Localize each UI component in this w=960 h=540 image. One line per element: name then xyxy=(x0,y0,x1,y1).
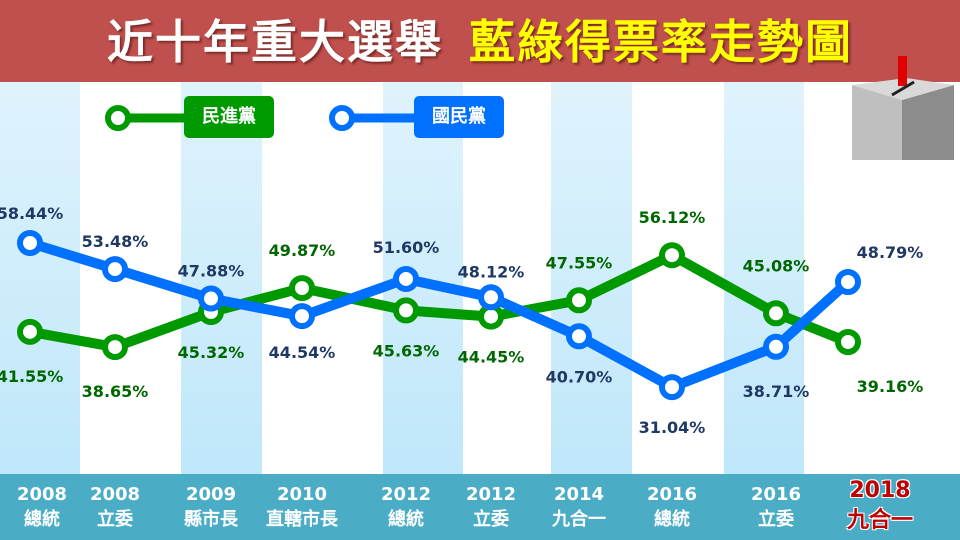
kmt-line xyxy=(28,238,852,393)
tick-year: 2012 xyxy=(380,484,432,505)
kmt-point xyxy=(566,323,592,350)
title-banner: 近十年重大選舉 藍綠得票率走勢圖 xyxy=(0,0,960,82)
dpp-data-label: 38.65% xyxy=(82,382,149,401)
dpp-point xyxy=(566,287,592,314)
dpp-data-label: 49.87% xyxy=(269,241,336,260)
tick-election: 立委 xyxy=(473,509,509,530)
stripe xyxy=(181,82,262,475)
x-tick-label: 2014 九合一 xyxy=(509,482,649,532)
dpp-point xyxy=(289,275,315,302)
dpp-data-label: 41.55% xyxy=(0,367,63,386)
dpp-data-label: 45.32% xyxy=(178,343,245,362)
tick-year: 2014 xyxy=(553,484,605,505)
kmt-data-label: 58.44% xyxy=(0,204,63,223)
dpp-data-label: 56.12% xyxy=(639,208,706,227)
x-tick-label: 2012 總統 xyxy=(336,482,476,532)
x-tick-label: 2008 總統 xyxy=(0,482,112,532)
kmt-point xyxy=(763,333,789,360)
page-title: 近十年重大選舉 藍綠得票率走勢圖 xyxy=(0,6,960,72)
kmt-data-label: 44.54% xyxy=(269,343,336,362)
dpp-point xyxy=(835,329,861,355)
title-part2: 藍綠得票率走勢圖 xyxy=(469,15,853,69)
x-tick-label: 2012 立委 xyxy=(421,482,561,532)
dpp-data-label: 44.45% xyxy=(458,348,525,367)
legend-dpp-label: 民進黨 xyxy=(202,106,256,127)
kmt-data-label: 38.71% xyxy=(743,382,810,401)
legend-kmt: 國民黨 xyxy=(414,96,504,138)
kmt-point xyxy=(102,256,128,283)
x-tick-label: 2018 九合一 xyxy=(810,476,950,536)
tick-election: 總統 xyxy=(654,509,690,530)
kmt-data-label: 40.70% xyxy=(546,367,613,386)
tick-year: 2008 xyxy=(16,484,68,505)
legend-dpp-marker xyxy=(105,105,131,131)
legend-kmt-marker xyxy=(329,105,355,131)
tick-election: 總統 xyxy=(388,509,424,530)
background-stripes xyxy=(0,82,960,475)
tick-year: 2010 xyxy=(276,484,328,505)
tick-election: 立委 xyxy=(758,509,794,530)
tick-year: 2009 xyxy=(185,484,237,505)
x-tick-label: 2010 直轄市長 xyxy=(232,482,372,532)
kmt-point xyxy=(835,269,861,295)
kmt-point xyxy=(393,265,419,292)
kmt-data-label: 53.48% xyxy=(82,232,149,251)
dpp-line xyxy=(29,250,850,353)
dpp-data-label: 39.16% xyxy=(857,377,924,396)
dpp-data-label: 45.08% xyxy=(743,256,810,275)
tick-year: 2018 xyxy=(849,478,911,503)
legend-dpp: 民進黨 xyxy=(184,96,274,138)
stripe xyxy=(0,82,80,475)
x-axis-bar: 2008 總統 2008 立委 2009 縣市長 2010 直轄市長 2012 總統 2012 立委 2… xyxy=(0,474,960,540)
ballot-box-icon xyxy=(852,56,954,160)
dpp-point xyxy=(659,242,685,269)
dpp-data-label: 47.55% xyxy=(546,253,613,272)
x-tick-label: 2008 立委 xyxy=(45,482,185,532)
kmt-point xyxy=(289,303,315,330)
stripe xyxy=(724,82,804,475)
dpp-point xyxy=(763,300,789,327)
kmt-data-label: 47.88% xyxy=(178,262,245,281)
kmt-data-label: 48.79% xyxy=(857,243,924,262)
kmt-point xyxy=(17,230,43,256)
kmt-data-label: 31.04% xyxy=(639,418,706,437)
tick-year: 2008 xyxy=(89,484,141,505)
kmt-point xyxy=(659,374,685,401)
tick-election: 總統 xyxy=(24,509,60,530)
dpp-point xyxy=(393,297,419,324)
kmt-data-label: 48.12% xyxy=(458,262,525,281)
x-tick-label: 2009 縣市長 xyxy=(141,482,281,532)
tick-year: 2016 xyxy=(646,484,698,505)
tick-year: 2016 xyxy=(750,484,802,505)
tick-election: 直轄市長 xyxy=(266,509,338,530)
tick-election: 九合一 xyxy=(552,509,606,530)
tick-year: 2012 xyxy=(465,484,517,505)
dpp-point xyxy=(17,318,43,345)
kmt-point xyxy=(198,285,224,312)
x-tick-label: 2016 總統 xyxy=(602,482,742,532)
tick-election: 縣市長 xyxy=(184,509,238,530)
dpp-point xyxy=(102,334,128,361)
kmt-point xyxy=(478,284,504,311)
x-tick-label: 2016 立委 xyxy=(706,482,846,532)
tick-election: 九合一 xyxy=(846,508,913,533)
dpp-data-label: 45.63% xyxy=(373,341,440,360)
legend-kmt-label: 國民黨 xyxy=(432,106,486,127)
kmt-data-label: 51.60% xyxy=(373,238,440,257)
title-part1: 近十年重大選舉 xyxy=(107,15,443,69)
tick-election: 立委 xyxy=(97,509,133,530)
